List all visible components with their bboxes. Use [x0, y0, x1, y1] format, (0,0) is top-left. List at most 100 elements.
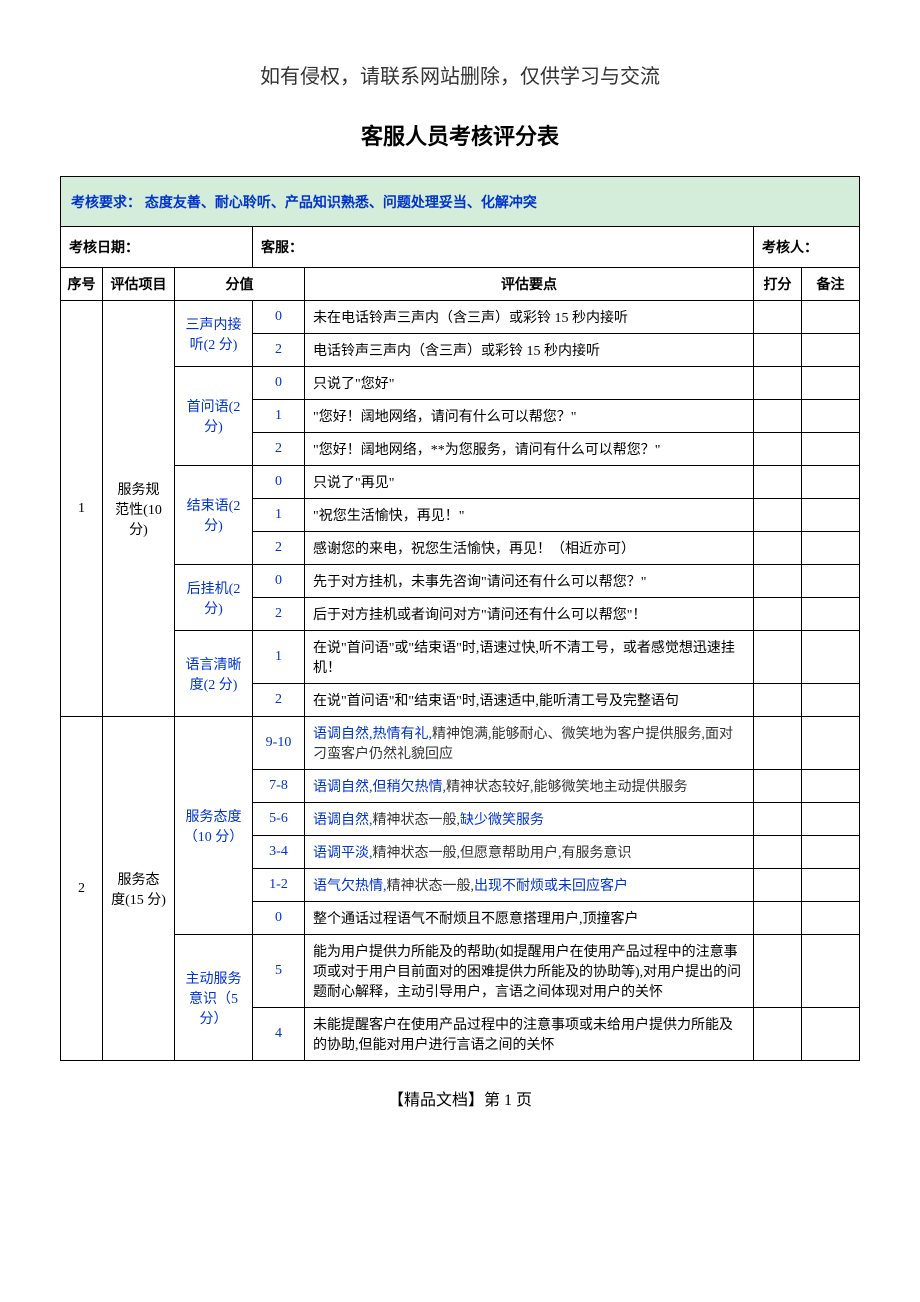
seq-1: 1 — [61, 301, 103, 717]
remark-cell[interactable] — [802, 935, 860, 1008]
subitem-label: 语言清晰度(2 分) — [175, 631, 253, 717]
table-row: 语言清晰度(2 分) 1 在说"首问语"或"结束语"时,语速过快,听不清工号，或… — [61, 631, 860, 684]
subitem-label: 服务态度（10 分） — [175, 717, 253, 935]
desc-cell: 未能提醒客户在使用产品过程中的注意事项或未给用户提供力所能及的协助,但能对用户进… — [305, 1008, 754, 1061]
grade-cell[interactable] — [754, 836, 802, 869]
remark-cell[interactable] — [802, 598, 860, 631]
score-cell: 2 — [253, 532, 305, 565]
grade-cell[interactable] — [754, 301, 802, 334]
score-cell: 2 — [253, 433, 305, 466]
desc-cell: "您好！阔地网络，**为您服务，请问有什么可以帮您？" — [305, 433, 754, 466]
requirements-row: 考核要求： 态度友善、耐心聆听、产品知识熟悉、问题处理妥当、化解冲突 — [61, 177, 860, 227]
score-cell: 2 — [253, 598, 305, 631]
subitem-label: 后挂机(2 分) — [175, 565, 253, 631]
subitem-label: 结束语(2 分) — [175, 466, 253, 565]
desc-cell: 整个通话过程语气不耐烦且不愿意搭理用户,顶撞客户 — [305, 902, 754, 935]
grade-cell[interactable] — [754, 770, 802, 803]
desc-cell: 语调自然,热情有礼,精神饱满,能够耐心、微笑地为客户提供服务,面对刁蛮客户仍然礼… — [305, 717, 754, 770]
grade-cell[interactable] — [754, 400, 802, 433]
grade-cell[interactable] — [754, 367, 802, 400]
col-header-desc: 评估要点 — [305, 268, 754, 301]
project-2: 服务态度(15 分) — [103, 717, 175, 1061]
col-header-project: 评估项目 — [103, 268, 175, 301]
remark-cell[interactable] — [802, 631, 860, 684]
disclaimer-text: 如有侵权，请联系网站删除，仅供学习与交流 — [60, 60, 860, 89]
remark-cell[interactable] — [802, 565, 860, 598]
grade-cell[interactable] — [754, 433, 802, 466]
grade-cell[interactable] — [754, 334, 802, 367]
desc-cell: 未在电话铃声三声内（含三声）或彩铃 15 秒内接听 — [305, 301, 754, 334]
grade-cell[interactable] — [754, 598, 802, 631]
grade-cell[interactable] — [754, 532, 802, 565]
desc-cell: "您好！阔地网络，请问有什么可以帮您？" — [305, 400, 754, 433]
table-row: 后挂机(2 分) 0 先于对方挂机，未事先咨询"请问还有什么可以帮您？" — [61, 565, 860, 598]
desc-cell: 在说"首问语"或"结束语"时,语速过快,听不清工号，或者感觉想迅速挂机！ — [305, 631, 754, 684]
remark-cell[interactable] — [802, 902, 860, 935]
grade-cell[interactable] — [754, 902, 802, 935]
remark-cell[interactable] — [802, 400, 860, 433]
score-cell: 3-4 — [253, 836, 305, 869]
assessment-table: 考核要求： 态度友善、耐心聆听、产品知识熟悉、问题处理妥当、化解冲突 考核日期：… — [60, 176, 860, 1061]
grade-cell[interactable] — [754, 631, 802, 684]
table-row: 首问语(2 分) 0 只说了"您好" — [61, 367, 860, 400]
remark-cell[interactable] — [802, 466, 860, 499]
col-header-seq: 序号 — [61, 268, 103, 301]
grade-cell[interactable] — [754, 1008, 802, 1061]
col-header-grade: 打分 — [754, 268, 802, 301]
desc-cell: 在说"首问语"和"结束语"时,语速适中,能听清工号及完整语句 — [305, 684, 754, 717]
grade-cell[interactable] — [754, 935, 802, 1008]
grade-cell[interactable] — [754, 466, 802, 499]
desc-cell: 语气欠热情,精神状态一般,出现不耐烦或未回应客户 — [305, 869, 754, 902]
subitem-label: 首问语(2 分) — [175, 367, 253, 466]
col-header-remark: 备注 — [802, 268, 860, 301]
score-cell: 0 — [253, 565, 305, 598]
score-cell: 1-2 — [253, 869, 305, 902]
date-cell: 考核日期： — [61, 227, 253, 268]
desc-cell: 只说了"再见" — [305, 466, 754, 499]
score-cell: 0 — [253, 301, 305, 334]
score-cell: 1 — [253, 499, 305, 532]
desc-cell: 后于对方挂机或者询问对方"请问还有什么可以帮您"！ — [305, 598, 754, 631]
table-row: 主动服务意识（5 分） 5 能为用户提供力所能及的帮助(如提醒用户在使用产品过程… — [61, 935, 860, 1008]
grade-cell[interactable] — [754, 717, 802, 770]
seq-2: 2 — [61, 717, 103, 1061]
subitem-label: 三声内接听(2 分) — [175, 301, 253, 367]
table-row: 结束语(2 分) 0 只说了"再见" — [61, 466, 860, 499]
grade-cell[interactable] — [754, 499, 802, 532]
score-cell: 9-10 — [253, 717, 305, 770]
desc-cell: 只说了"您好" — [305, 367, 754, 400]
remark-cell[interactable] — [802, 684, 860, 717]
remark-cell[interactable] — [802, 334, 860, 367]
desc-cell: 感谢您的来电，祝您生活愉快，再见！（相近亦可） — [305, 532, 754, 565]
desc-cell: 语调平淡,精神状态一般,但愿意帮助用户,有服务意识 — [305, 836, 754, 869]
subitem-label: 主动服务意识（5 分） — [175, 935, 253, 1061]
remark-cell[interactable] — [802, 499, 860, 532]
desc-cell: "祝您生活愉快，再见！" — [305, 499, 754, 532]
grade-cell[interactable] — [754, 684, 802, 717]
remark-cell[interactable] — [802, 532, 860, 565]
score-cell: 0 — [253, 902, 305, 935]
page-title: 客服人员考核评分表 — [60, 119, 860, 151]
desc-cell: 能为用户提供力所能及的帮助(如提醒用户在使用产品过程中的注意事项或对于用户目前面… — [305, 935, 754, 1008]
remark-cell[interactable] — [802, 836, 860, 869]
score-cell: 1 — [253, 400, 305, 433]
remark-cell[interactable] — [802, 301, 860, 334]
grade-cell[interactable] — [754, 869, 802, 902]
remark-cell[interactable] — [802, 869, 860, 902]
remark-cell[interactable] — [802, 367, 860, 400]
desc-cell: 语调自然,但稍欠热情,精神状态较好,能够微笑地主动提供服务 — [305, 770, 754, 803]
remark-cell[interactable] — [802, 717, 860, 770]
remark-cell[interactable] — [802, 1008, 860, 1061]
score-cell: 0 — [253, 466, 305, 499]
grade-cell[interactable] — [754, 565, 802, 598]
grade-cell[interactable] — [754, 803, 802, 836]
desc-cell: 先于对方挂机，未事先咨询"请问还有什么可以帮您？" — [305, 565, 754, 598]
remark-cell[interactable] — [802, 433, 860, 466]
score-cell: 5-6 — [253, 803, 305, 836]
score-cell: 7-8 — [253, 770, 305, 803]
col-header-score: 分值 — [175, 268, 305, 301]
remark-cell[interactable] — [802, 770, 860, 803]
remark-cell[interactable] — [802, 803, 860, 836]
score-cell: 4 — [253, 1008, 305, 1061]
column-header-row: 序号 评估项目 分值 评估要点 打分 备注 — [61, 268, 860, 301]
